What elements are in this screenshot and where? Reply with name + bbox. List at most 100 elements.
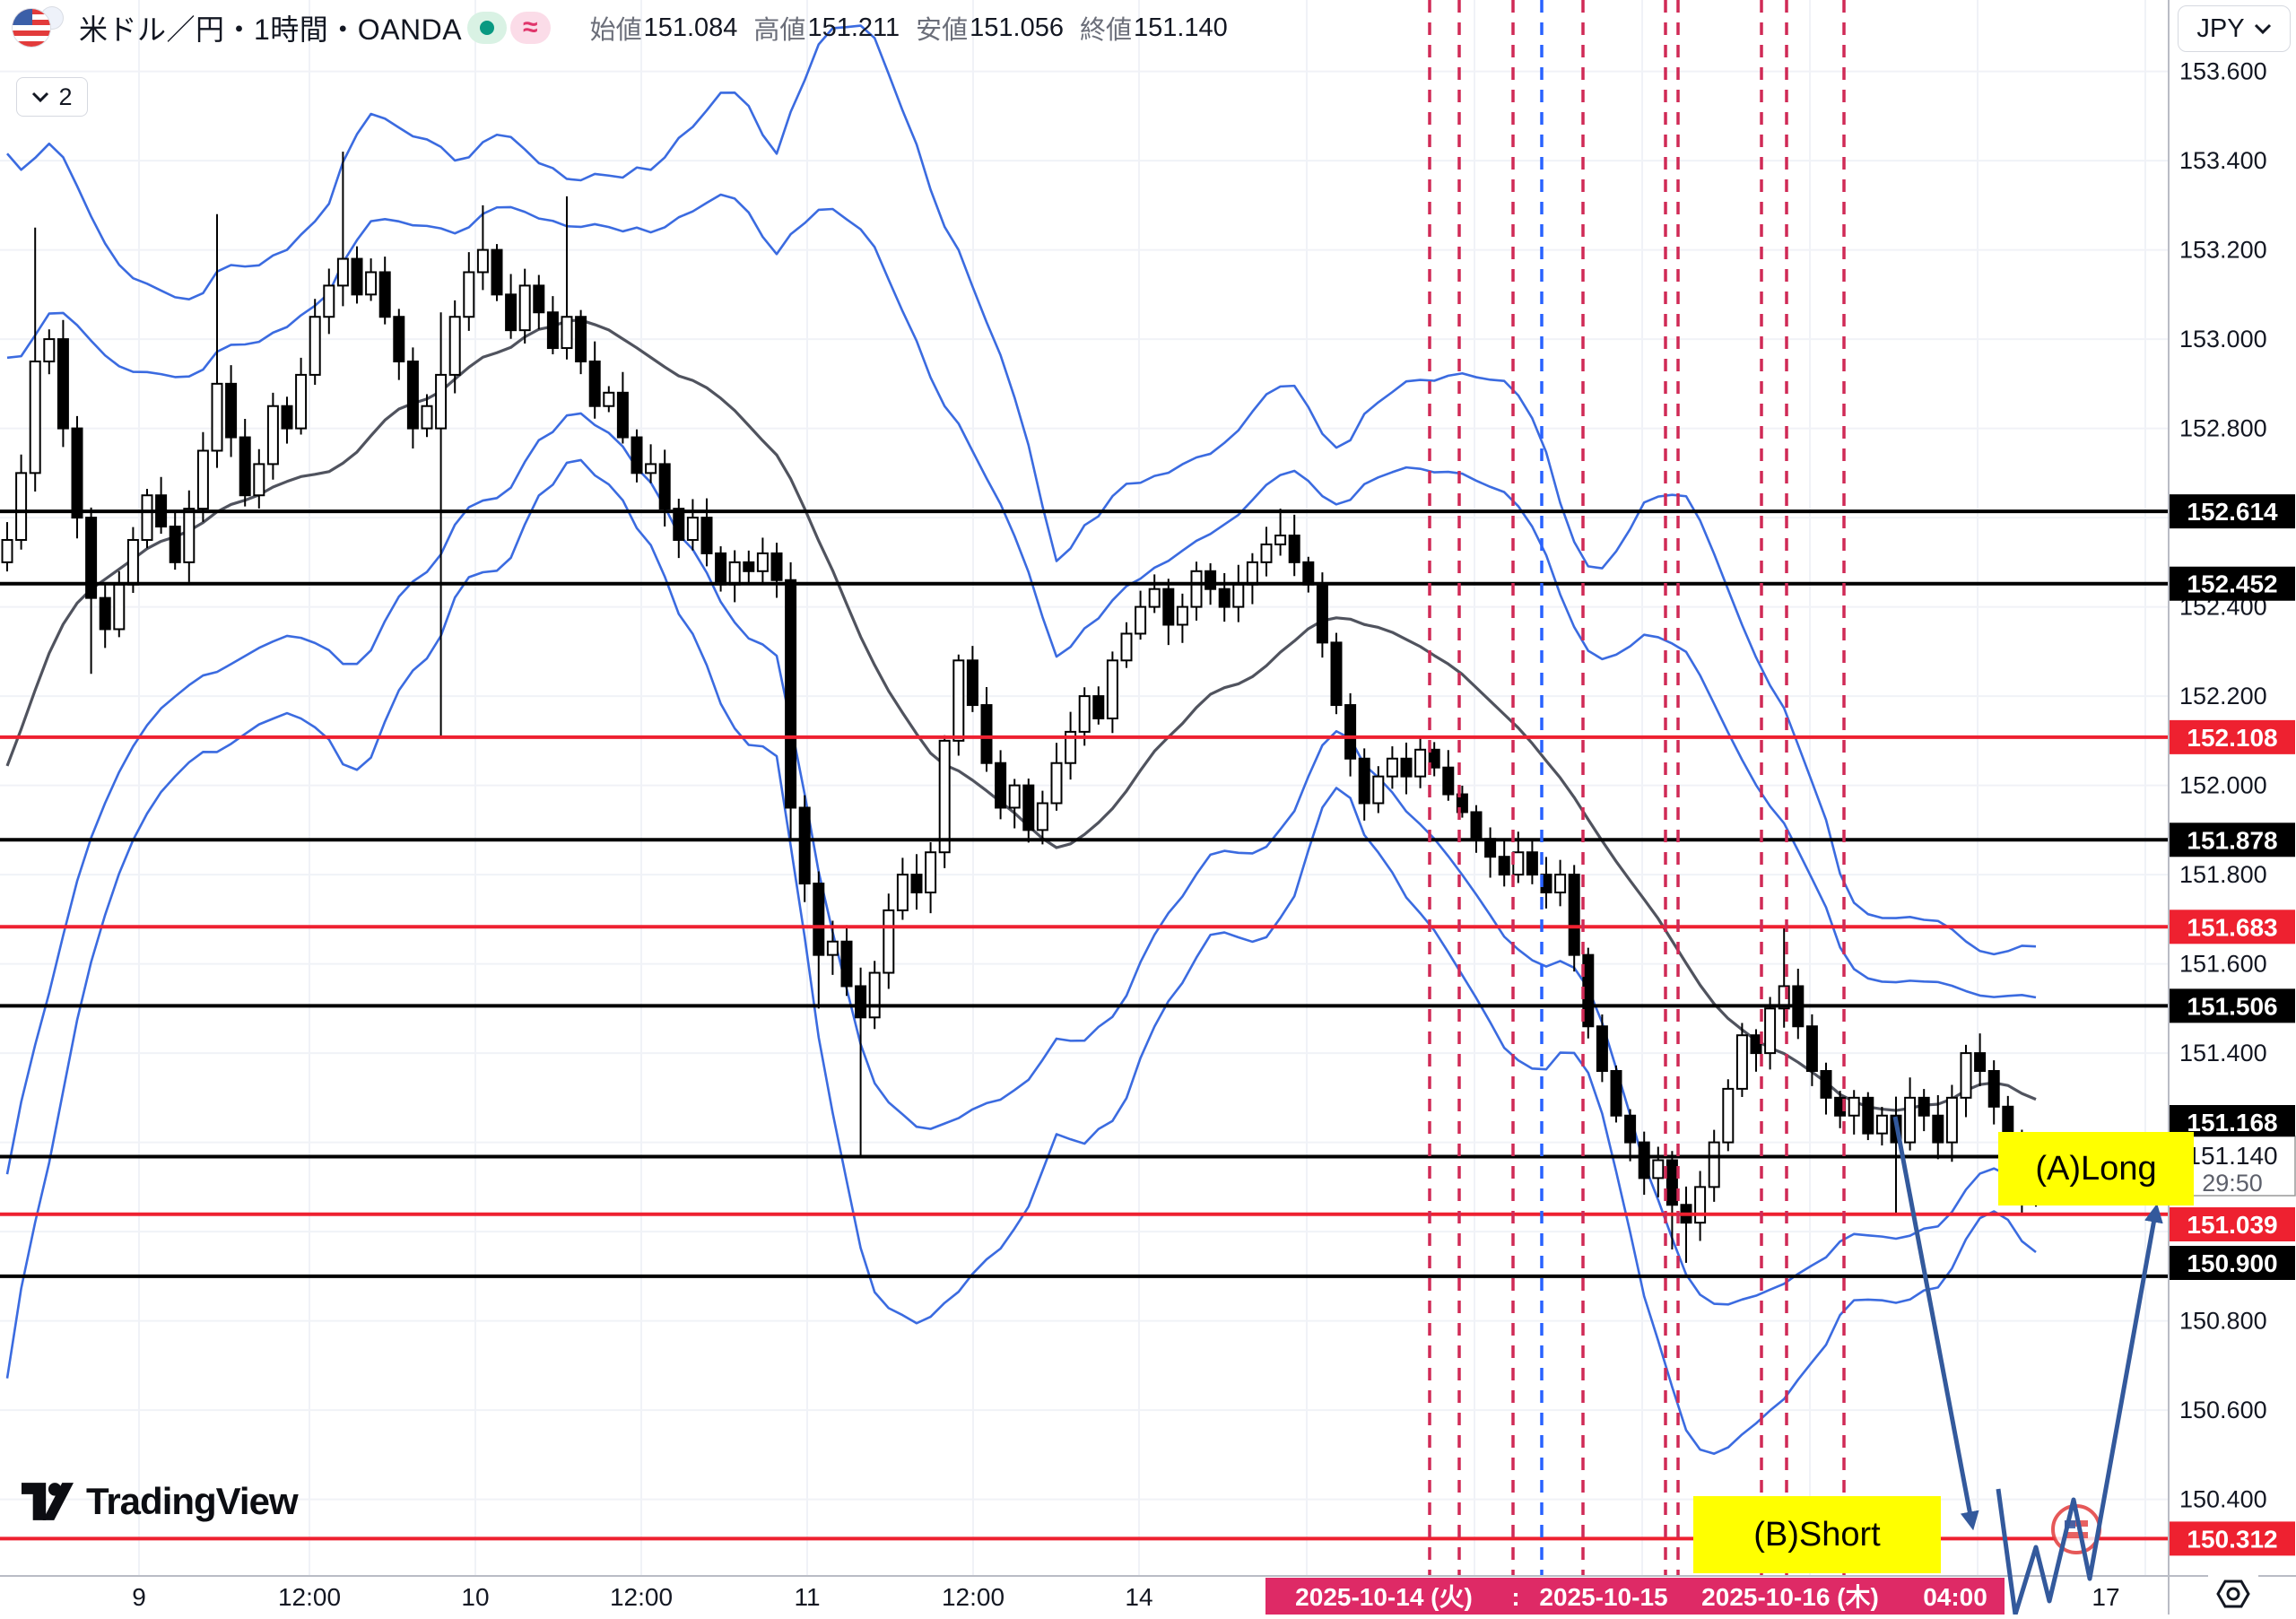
- candle-body-down: [378, 271, 391, 318]
- candle-body-up: [113, 583, 126, 631]
- candle-body-up: [1274, 535, 1287, 545]
- delayed-data-icon[interactable]: ≈: [510, 12, 551, 44]
- candle-body-down: [770, 552, 783, 581]
- market-open-status-icon[interactable]: [467, 12, 508, 44]
- price-axis-area[interactable]: [2169, 0, 2296, 1615]
- candle-body-up: [1875, 1114, 1888, 1135]
- date-range-highlight[interactable]: [1265, 1578, 2005, 1615]
- candle-body-down: [743, 561, 755, 572]
- date-range-label: 2025-10-15: [1539, 1583, 1667, 1611]
- candle-body-down: [99, 596, 111, 631]
- axis-settings-button[interactable]: [2208, 1575, 2258, 1613]
- candle-body-down: [1470, 811, 1483, 840]
- candle-body-down: [281, 405, 293, 430]
- candle-body-down: [1624, 1114, 1637, 1144]
- candle-body-down: [995, 762, 1007, 809]
- candle-body-up: [15, 472, 28, 541]
- candle-body-down: [1205, 570, 1217, 590]
- tradingview-logo-icon: [22, 1483, 74, 1520]
- short-annotation-label[interactable]: (B)Short: [1693, 1496, 1941, 1573]
- marker-flag-icon: [2065, 1532, 2088, 1538]
- candle-body-up: [1176, 605, 1188, 626]
- candle-body-down: [406, 360, 419, 430]
- candle-body-up: [266, 405, 279, 466]
- candle-body-up: [421, 405, 433, 430]
- candle-body-down: [1218, 588, 1231, 608]
- tradingview-brand-text: TradingView: [86, 1480, 299, 1522]
- candle-body-up: [1050, 762, 1063, 805]
- price-level-label-box: [2170, 719, 2295, 754]
- candle-body-up: [1512, 851, 1525, 876]
- plan-arrow-down[interactable]: [1892, 1116, 1979, 1531]
- candle-body-up: [463, 271, 475, 318]
- current-price-label: 151.140: [2187, 1142, 2277, 1170]
- candle-body-up: [1232, 583, 1245, 608]
- price-tick-label: 153.000: [2179, 326, 2267, 353]
- candle-body-down: [813, 883, 825, 956]
- grid: [0, 0, 2169, 1576]
- candle-body-down: [1805, 1025, 1818, 1072]
- candle-body-up: [1190, 570, 1203, 608]
- candle-body-up: [1148, 588, 1161, 608]
- candle-body-up: [1722, 1087, 1735, 1144]
- candle-body-down: [1862, 1096, 1874, 1135]
- symbol-title[interactable]: 米ドル／円・1時間・OANDA: [79, 13, 463, 46]
- candle-body-up: [756, 552, 769, 572]
- candle-body-down: [57, 338, 69, 430]
- date-range-label: 2025-10-16 (木): [1701, 1583, 1879, 1611]
- candle-body-down: [239, 436, 251, 497]
- candle-body-down: [1330, 641, 1343, 707]
- candle-body-down: [575, 316, 587, 362]
- marker-flag-icon: [2065, 1527, 2088, 1532]
- close-value: 151.140: [1133, 13, 1228, 42]
- candle-body-down: [673, 508, 685, 541]
- candle-body-down: [1932, 1114, 1944, 1144]
- price-level-label: 150.312: [2187, 1525, 2277, 1553]
- time-tick-label: 10: [461, 1583, 489, 1611]
- low-value: 151.056: [970, 13, 1064, 42]
- time-tick-label: 11: [794, 1583, 820, 1611]
- candle-body-up: [518, 284, 531, 332]
- candle-body-down: [1442, 766, 1455, 796]
- price-level-label-box: [2170, 1521, 2295, 1556]
- candle-body-down: [1400, 757, 1413, 778]
- price-level-label-box: [2170, 910, 2295, 944]
- candle-body-down: [715, 552, 727, 586]
- long-annotation-label[interactable]: (A)Long: [1998, 1132, 2194, 1206]
- price-tick-label: 152.200: [2179, 683, 2267, 709]
- bar-countdown-label: 29:50: [2202, 1170, 2263, 1197]
- price-level-label-box: [2170, 823, 2295, 857]
- candle-body-up: [1135, 605, 1147, 635]
- price-tick-label: 150.400: [2179, 1486, 2267, 1513]
- candle-body-up: [295, 373, 308, 430]
- tradingview-watermark[interactable]: TradingView: [22, 1480, 299, 1523]
- candle-body-up: [1036, 802, 1048, 831]
- price-tick-label: 151.400: [2179, 1040, 2267, 1066]
- dashed-vertical-lines: [1428, 0, 1846, 1576]
- candle-body-down: [785, 579, 797, 809]
- date-range-label: 04:00: [1923, 1583, 1987, 1611]
- price-tick-label: 153.200: [2179, 237, 2267, 264]
- candle-body-up: [728, 561, 741, 586]
- price-tick-label: 153.400: [2179, 147, 2267, 174]
- candle-body-down: [840, 940, 853, 988]
- candle-body-up: [561, 316, 573, 350]
- candle-body-down: [1987, 1070, 2000, 1108]
- candle-body-up: [1848, 1096, 1860, 1117]
- currency-unit-button[interactable]: JPY: [2178, 5, 2291, 52]
- candle-body-up: [1260, 543, 1273, 563]
- candle-body-down: [1665, 1159, 1678, 1206]
- candle-body-up: [1078, 695, 1091, 733]
- price-level-label: 152.452: [2187, 570, 2277, 598]
- candle-body-up: [1106, 659, 1118, 719]
- price-tick-label: 151.600: [2179, 951, 2267, 978]
- indicators-collapse-chip[interactable]: 2: [16, 77, 88, 117]
- candle-body-down: [1092, 695, 1105, 719]
- symbol-logo-icon: [13, 7, 65, 48]
- candle-body-down: [71, 427, 83, 519]
- date-range-label: :: [1511, 1583, 1519, 1611]
- bollinger-band-line: [5, 412, 2037, 1306]
- candle-body-down: [1358, 757, 1370, 805]
- candle-body-up: [1708, 1141, 1720, 1188]
